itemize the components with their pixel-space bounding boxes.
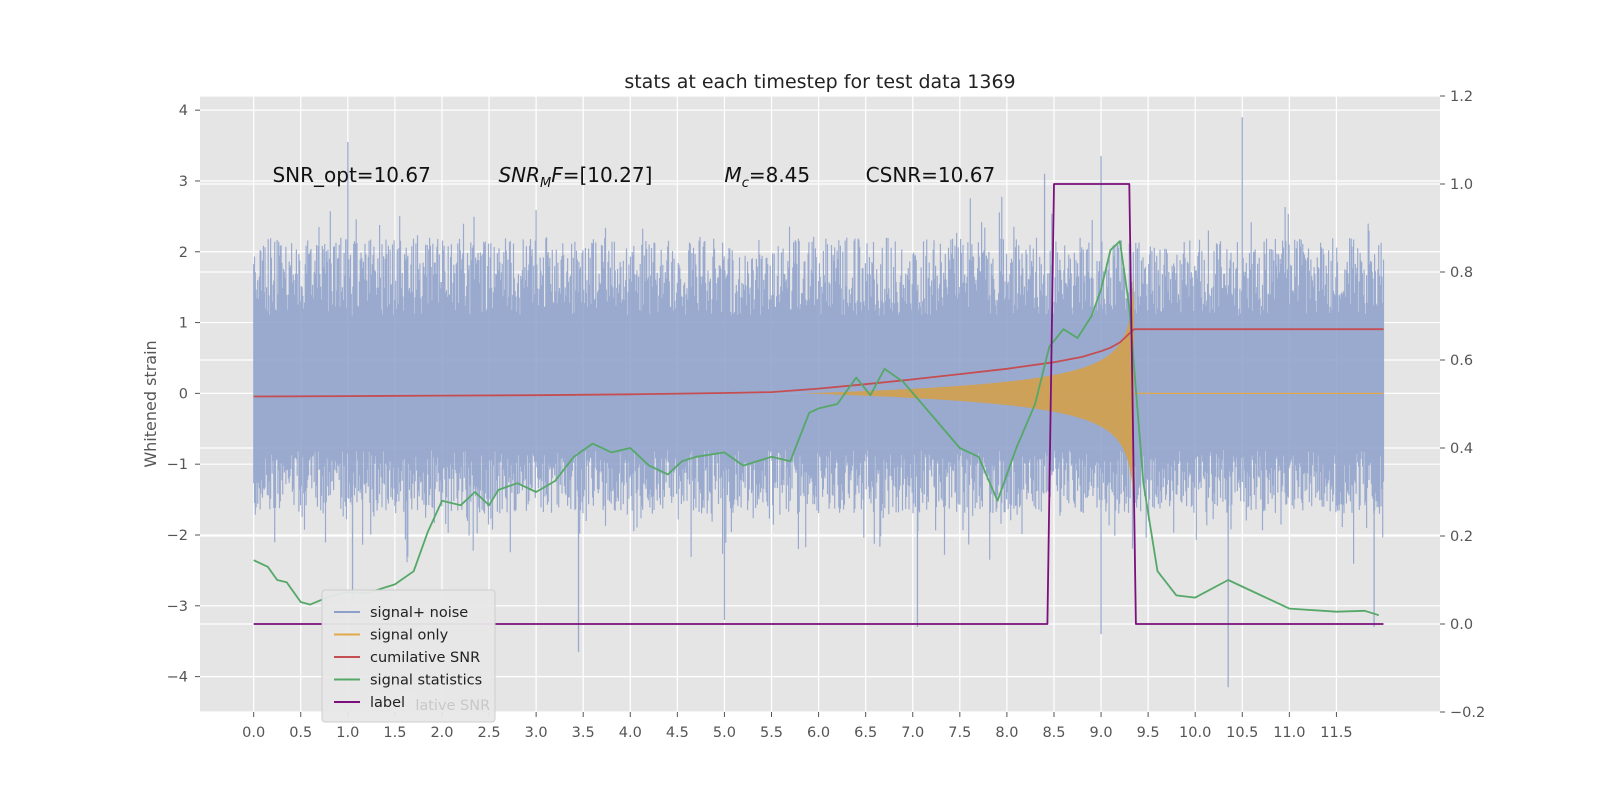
annotation: SNRMF=[10.27] xyxy=(498,163,652,191)
y-tick-label: −3 xyxy=(167,599,188,615)
y-tick-label: −4 xyxy=(167,670,188,686)
x-tick-label: 3.5 xyxy=(572,725,595,741)
annotation-tail: F=[10.27] xyxy=(551,163,652,187)
y2-tick-label: 1.0 xyxy=(1450,177,1473,193)
series-signal-only xyxy=(724,277,1384,510)
x-tick-label: 5.0 xyxy=(713,725,736,741)
series-signal-statistics xyxy=(253,240,1380,617)
y2-tick-label: −0.2 xyxy=(1450,705,1485,721)
y2-tick-label: 1.2 xyxy=(1450,89,1473,105)
series-label xyxy=(253,183,1384,625)
y-tick-label: 2 xyxy=(179,245,188,261)
x-tick-label: 6.5 xyxy=(854,725,877,741)
y-tick-label: 0 xyxy=(179,386,188,402)
legend-label-bg xyxy=(369,690,416,710)
x-tick-label: 10.0 xyxy=(1179,725,1211,741)
y-tick-label: −2 xyxy=(167,528,188,544)
annotation-subscript: M xyxy=(540,176,551,191)
x-tick-label: 11.0 xyxy=(1273,725,1305,741)
x-tick-label: 10.5 xyxy=(1226,725,1258,741)
series-cumilative-snr xyxy=(253,328,1384,398)
x-tick-label: 2.5 xyxy=(478,725,501,741)
y2-tick-label: 0.0 xyxy=(1450,617,1473,633)
x-tick-label: 2.0 xyxy=(430,725,453,741)
legend-entry: label xyxy=(370,695,405,711)
annotation: Mc=8.45 xyxy=(724,163,810,191)
series-layer xyxy=(253,117,1385,688)
x-tick-label: 5.5 xyxy=(760,725,783,741)
x-tick-label: 3.0 xyxy=(525,725,548,741)
ticks: 0.0 0.5 1.0 1.5 2.0 2.5 3.0 3.5 4.0 4.5 5.0 5.5 6.0 6… xyxy=(167,89,1486,741)
legend-entry: signal only xyxy=(370,628,449,644)
x-tick-label: 0.5 xyxy=(289,725,312,741)
x-tick-label: 11.5 xyxy=(1320,725,1352,741)
x-tick-label: 9.0 xyxy=(1090,725,1113,741)
y2-tick-label: 0.2 xyxy=(1450,529,1473,545)
y2-tick-label: 0.6 xyxy=(1450,353,1473,369)
y-tick-label: 4 xyxy=(179,103,188,119)
y-tick-label: 3 xyxy=(179,174,188,190)
y2-tick-label: 0.4 xyxy=(1450,441,1473,457)
y2-tick-label: 0.8 xyxy=(1450,265,1473,281)
annotation: CSNR=10.67 xyxy=(866,163,996,187)
x-tick-label: 1.5 xyxy=(383,725,406,741)
annotation-text: SNR_opt=10.67 xyxy=(272,163,430,187)
y-tick-label: −1 xyxy=(167,457,188,473)
signal-envelope xyxy=(724,277,1134,510)
series-signal-noise xyxy=(253,117,1385,688)
legend-entry: signal+ noise xyxy=(370,605,468,621)
x-tick-label: 7.0 xyxy=(901,725,924,741)
legend-box xyxy=(321,589,496,723)
x-tick-label: 4.5 xyxy=(666,725,689,741)
chart-title: stats at each timestep for test data 136… xyxy=(624,71,1015,93)
x-tick-label: 9.5 xyxy=(1137,725,1160,741)
x-tick-label: 8.0 xyxy=(995,725,1018,741)
y-axis-label: Whitened strain xyxy=(141,340,160,467)
x-tick-label: 6.0 xyxy=(807,725,830,741)
x-tick-label: 8.5 xyxy=(1042,725,1065,741)
annotation-subscript: c xyxy=(742,176,749,191)
legend-entry: signal statistics xyxy=(370,673,482,689)
annotation-tail: =8.45 xyxy=(749,163,810,187)
annotation-text: M xyxy=(724,163,741,187)
annotation: SNR_opt=10.67 xyxy=(272,163,430,187)
x-tick-label: 7.5 xyxy=(948,725,971,741)
annotation-text: SNR xyxy=(498,163,540,187)
x-tick-label: 1.0 xyxy=(336,725,359,741)
annotation-text: CSNR=10.67 xyxy=(866,163,996,187)
x-tick-label: 0.0 xyxy=(242,725,265,741)
legend-entry: cumilative SNR xyxy=(370,650,480,666)
x-tick-label: 4.0 xyxy=(619,725,642,741)
y-tick-label: 1 xyxy=(179,316,188,332)
annotations: SNR_opt=10.67 SNRMF=[10.27] Mc=8.45 CSNR=10… xyxy=(272,163,995,191)
